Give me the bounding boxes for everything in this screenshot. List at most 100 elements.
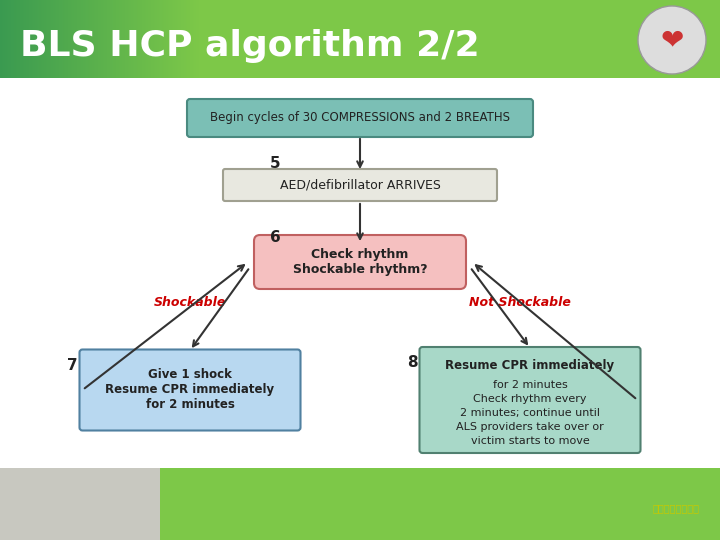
Bar <box>368 0 369 78</box>
Bar <box>327 0 328 78</box>
Bar <box>56 0 57 78</box>
Bar <box>575 0 576 78</box>
Bar <box>73 0 74 78</box>
Bar <box>554 0 555 78</box>
Bar <box>63 0 64 78</box>
Bar <box>555 0 556 78</box>
Bar <box>443 0 444 78</box>
Bar <box>418 0 419 78</box>
Bar <box>630 0 631 78</box>
Bar <box>286 0 287 78</box>
Bar <box>219 0 220 78</box>
Bar <box>100 0 101 78</box>
Bar <box>467 0 468 78</box>
Bar <box>175 0 176 78</box>
Bar <box>533 0 534 78</box>
Bar <box>481 0 482 78</box>
Bar <box>538 0 539 78</box>
Bar <box>618 0 619 78</box>
Bar <box>158 0 159 78</box>
Bar <box>289 0 290 78</box>
Bar <box>557 0 558 78</box>
Bar <box>471 0 472 78</box>
Bar <box>622 0 623 78</box>
Bar <box>529 0 530 78</box>
Bar <box>454 0 455 78</box>
Bar <box>502 0 503 78</box>
Bar <box>579 0 580 78</box>
Bar <box>323 0 324 78</box>
Bar <box>714 0 715 78</box>
Bar <box>446 0 447 78</box>
Bar <box>506 0 507 78</box>
Bar <box>565 0 566 78</box>
Bar <box>547 0 548 78</box>
Bar <box>693 0 694 78</box>
Bar <box>697 0 698 78</box>
Bar <box>671 0 672 78</box>
Bar <box>477 0 478 78</box>
Bar <box>70 0 71 78</box>
Bar <box>215 0 216 78</box>
FancyBboxPatch shape <box>254 235 466 289</box>
Bar <box>507 0 508 78</box>
Bar <box>498 0 499 78</box>
Bar <box>633 0 634 78</box>
Bar <box>182 0 183 78</box>
Bar <box>599 0 600 78</box>
Bar <box>47 0 48 78</box>
Bar <box>42 0 43 78</box>
Bar <box>276 0 277 78</box>
Bar <box>468 0 469 78</box>
Bar <box>328 0 329 78</box>
Bar <box>647 0 648 78</box>
Bar <box>277 0 278 78</box>
Bar <box>71 0 72 78</box>
Bar <box>4 0 5 78</box>
Bar <box>583 0 584 78</box>
Bar <box>59 0 60 78</box>
Bar <box>78 0 79 78</box>
Text: Give 1 shock
Resume CPR immediately
for 2 minutes: Give 1 shock Resume CPR immediately for … <box>105 368 274 411</box>
Bar <box>237 0 238 78</box>
Bar <box>109 0 110 78</box>
Bar <box>320 0 321 78</box>
Bar <box>76 0 77 78</box>
Bar <box>338 0 339 78</box>
Bar <box>694 0 695 78</box>
Bar <box>595 0 596 78</box>
Bar <box>678 0 679 78</box>
Bar <box>301 0 302 78</box>
Bar <box>391 0 392 78</box>
Bar <box>159 0 160 78</box>
Bar <box>373 0 374 78</box>
Bar <box>201 0 202 78</box>
Bar <box>303 0 304 78</box>
Bar <box>600 0 601 78</box>
Bar <box>399 0 400 78</box>
Bar <box>582 0 583 78</box>
Bar <box>38 0 39 78</box>
Bar <box>336 0 337 78</box>
Bar <box>235 0 236 78</box>
Bar <box>431 0 432 78</box>
Bar <box>146 0 147 78</box>
Bar <box>366 0 367 78</box>
Bar <box>168 0 169 78</box>
Bar <box>653 0 654 78</box>
Bar <box>632 0 633 78</box>
Bar <box>233 0 234 78</box>
Bar <box>485 0 486 78</box>
Bar <box>515 0 516 78</box>
Bar <box>528 0 529 78</box>
Bar <box>240 0 241 78</box>
Bar <box>335 0 336 78</box>
Bar <box>39 0 40 78</box>
Bar <box>316 0 317 78</box>
Bar <box>2 0 3 78</box>
Bar <box>273 0 274 78</box>
Bar <box>164 0 165 78</box>
Bar <box>299 0 300 78</box>
Bar <box>163 0 164 78</box>
Bar <box>548 0 549 78</box>
